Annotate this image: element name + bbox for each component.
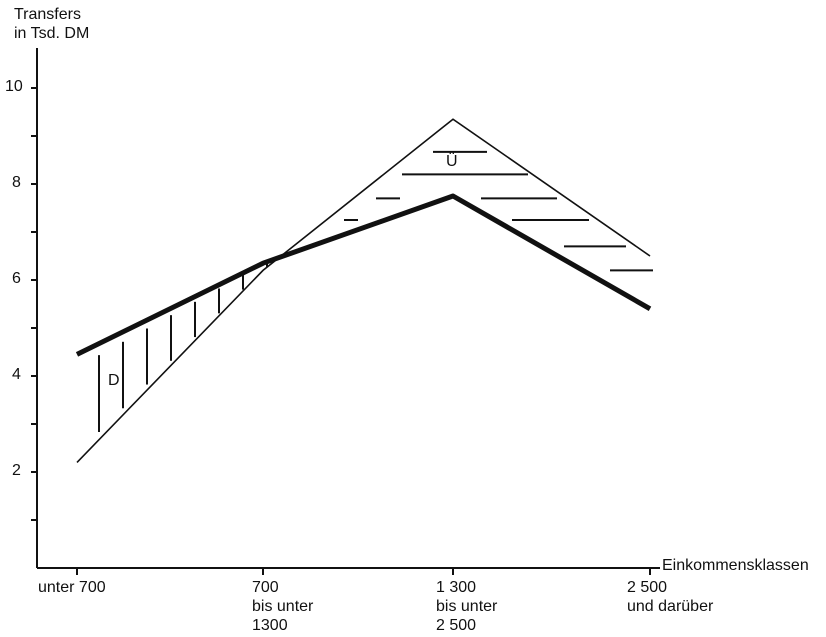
axis-ticks [31,87,651,575]
annotation-u: Ü [446,153,458,170]
series-line-thick [75,193,652,357]
y-tick-label-8: 8 [12,174,21,191]
x-axis-label: Einkommensklassen [662,557,809,574]
annotation-d: D [108,372,120,389]
x-category-2-line3: 1300 [252,617,288,634]
x-category-4-line1: 2 500 [627,579,668,596]
y-tick-label-6: 6 [12,270,21,287]
y-tick-label-2: 2 [12,462,21,479]
x-category-3-line3: 2 500 [436,617,477,634]
x-category-2-line2: bis unter [252,598,314,615]
y-tick-label-10: 10 [5,78,23,95]
y-tick-label-4: 4 [12,366,21,383]
y-axis-label-line1: Transfers [14,6,81,23]
x-category-4-line2: und darüber [627,598,714,615]
x-category-3-line1: 1 300 [436,579,477,596]
series-lines [75,118,652,463]
hatching-layer [98,150,653,433]
axes [36,48,660,569]
series-line-thin [76,118,651,463]
x-category-1-line1: unter 700 [38,579,106,596]
y-axis-label-line2: in Tsd. DM [14,25,90,42]
x-category-3-line2: bis unter [436,598,498,615]
x-category-2-line1: 700 [252,579,279,596]
